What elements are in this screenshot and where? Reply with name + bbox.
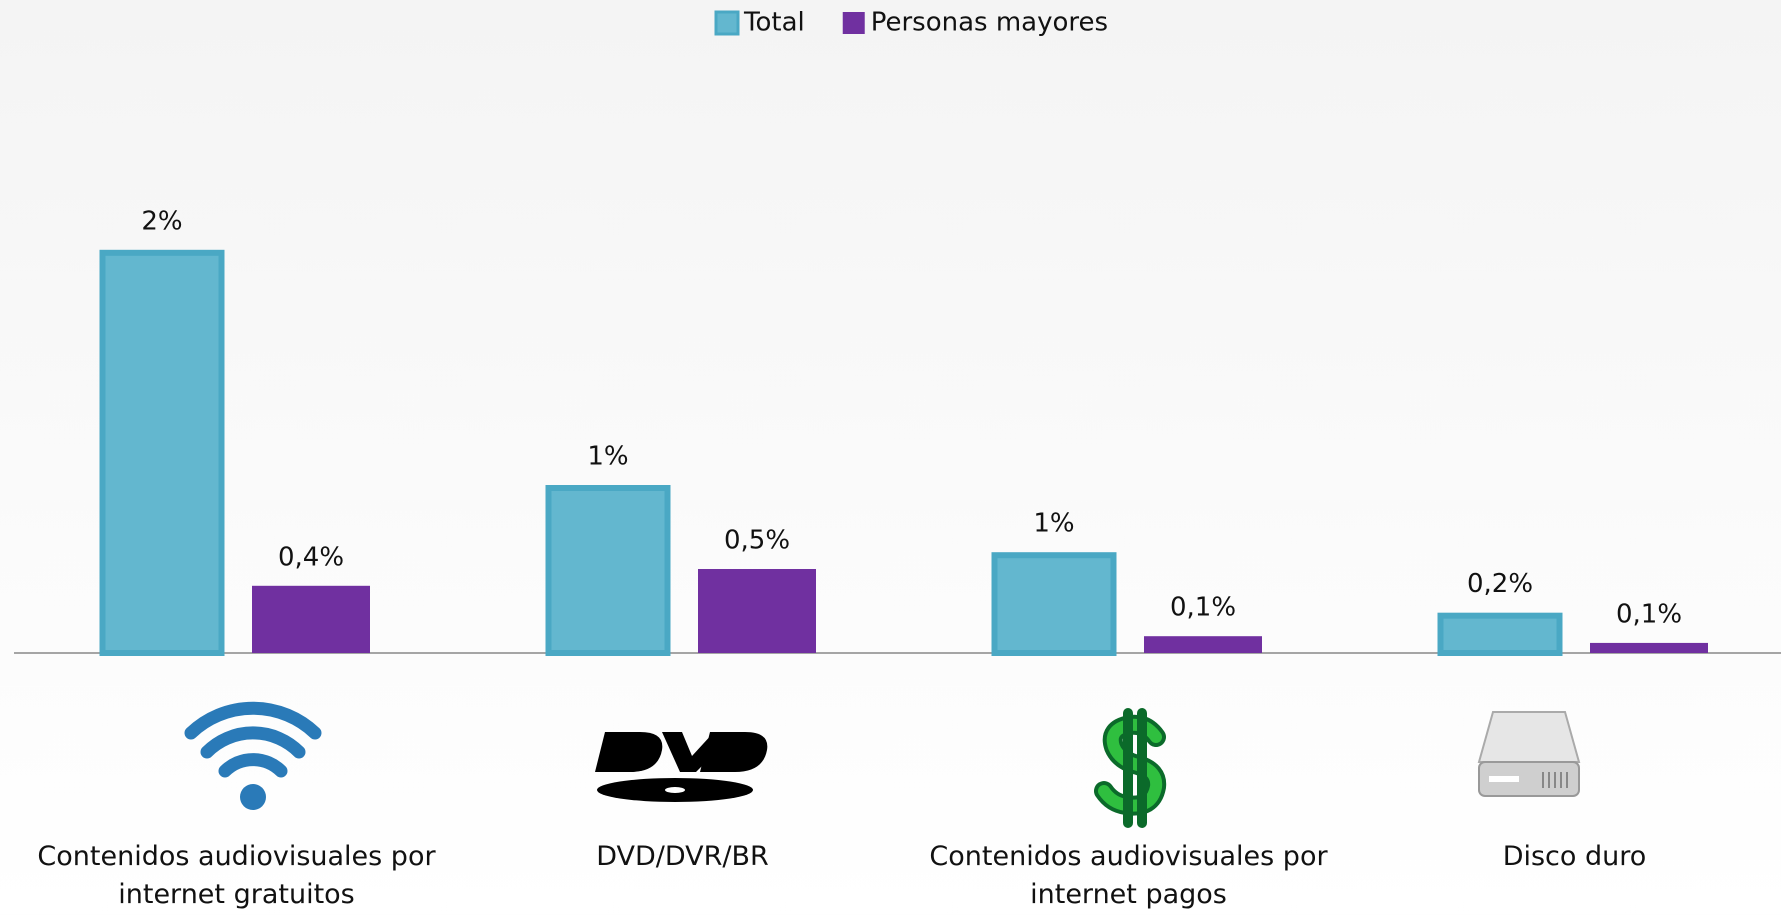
disk-icon (1477, 711, 1581, 797)
data-label: 1% (587, 442, 628, 472)
bar (545, 485, 671, 656)
legend-label: Personas mayores (871, 8, 1108, 38)
legend-swatch (714, 10, 740, 36)
data-label: 0,2% (1467, 569, 1533, 599)
legend-label: Total (743, 8, 805, 38)
data-label: 0,4% (278, 542, 344, 572)
dollar-icon (1094, 708, 1167, 828)
category-label: Contenidos audiovisuales por internet gr… (37, 841, 436, 910)
bar (698, 569, 816, 653)
legend-swatch (842, 12, 865, 34)
category-label: Contenidos audiovisuales por internet pa… (929, 841, 1328, 910)
bar (1144, 636, 1262, 653)
category-label: DVD/DVR/BR (596, 841, 769, 872)
data-label: 0,5% (724, 526, 790, 556)
data-label: 0,1% (1616, 599, 1682, 629)
data-label: 1% (1033, 509, 1074, 539)
wifi-icon (184, 701, 322, 810)
data-label: 0,1% (1170, 593, 1236, 623)
bar (991, 552, 1117, 657)
bar (1437, 612, 1563, 656)
bar (252, 585, 370, 653)
data-label: 2% (141, 206, 182, 236)
bar (99, 249, 225, 657)
dvd-icon (595, 732, 768, 802)
bar (1590, 642, 1708, 653)
category-label: Disco duro (1502, 841, 1647, 872)
